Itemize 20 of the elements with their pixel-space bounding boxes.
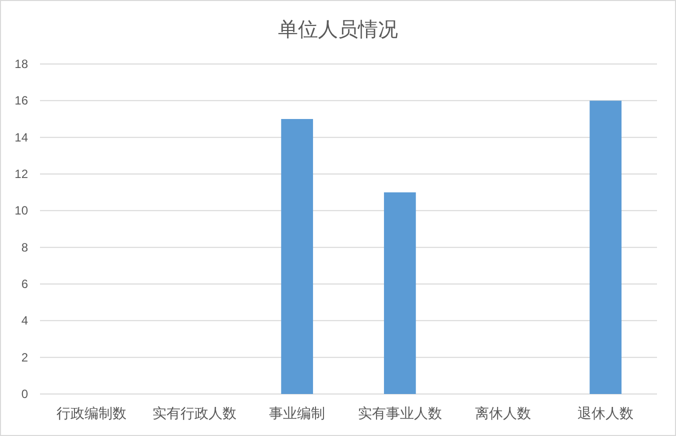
chart-title: 单位人员情况 [278,19,398,41]
x-tick-label: 行政编制数 [56,405,126,421]
x-tick-label: 实有行政人数 [152,405,236,421]
y-tick-label: 2 [21,350,28,364]
y-tick-label: 18 [14,57,28,71]
x-tick-label: 离休人数 [474,405,531,421]
bar [281,119,314,394]
y-tick-label: 10 [14,204,28,218]
x-tick-label: 实有事业人数 [358,405,442,421]
bar [384,192,416,394]
y-tick-label: 4 [21,314,28,328]
bar [590,100,622,394]
x-tick-label: 事业编制 [269,405,326,421]
y-tick-label: 16 [14,94,28,108]
x-tick-label: 退休人数 [578,405,634,421]
y-tick-label: 12 [14,167,28,181]
y-tick-label: 14 [14,130,28,144]
y-tick-label: 6 [21,277,28,291]
y-tick-label: 8 [21,240,28,254]
y-tick-label: 0 [21,387,28,401]
